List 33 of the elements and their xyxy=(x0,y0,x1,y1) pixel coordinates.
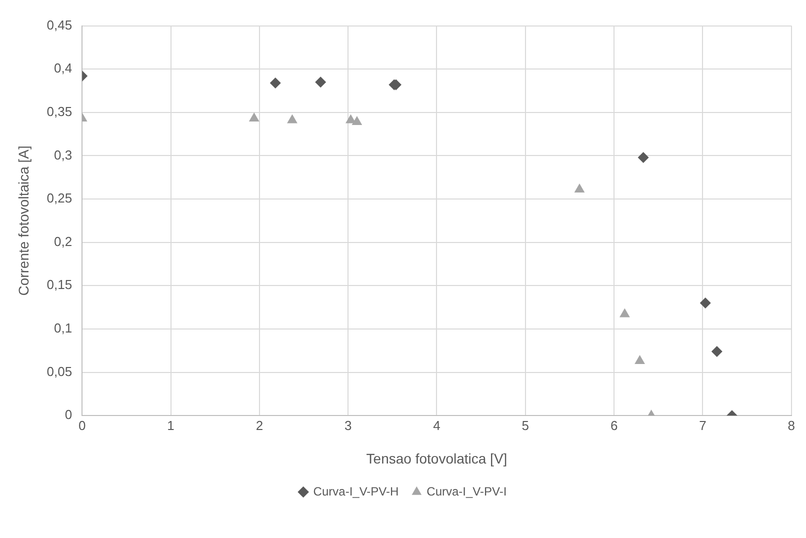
y-tick-label: 0,25 xyxy=(46,190,72,206)
point xyxy=(574,184,585,193)
point xyxy=(270,77,281,88)
y-tick-label: 0,2 xyxy=(54,234,72,249)
legend-label: Curva-I_V-PV-I xyxy=(426,484,507,498)
y-axis-title: Corrente fotovoltaica [A] xyxy=(15,146,32,296)
y-tick-label: 0,3 xyxy=(54,147,72,162)
point xyxy=(287,114,298,124)
x-tick-label: 1 xyxy=(167,418,174,433)
x-tick-label: 4 xyxy=(433,418,440,433)
x-axis-title: Tensao fotovolatica [V] xyxy=(366,450,508,466)
point xyxy=(352,116,362,125)
x-tick-label: 7 xyxy=(699,418,706,433)
x-tick-label: 0 xyxy=(78,418,86,433)
x-tick-label: 2 xyxy=(256,418,264,433)
point xyxy=(638,152,649,163)
point xyxy=(620,308,630,318)
point xyxy=(634,355,645,364)
x-tick-label: 3 xyxy=(344,418,352,433)
x-tick-label: 8 xyxy=(788,418,795,433)
point xyxy=(700,297,711,308)
y-tick-label: 0,1 xyxy=(54,320,72,336)
point xyxy=(248,112,260,122)
y-tick-label: 0,05 xyxy=(46,364,72,379)
y-tick-label: 0 xyxy=(64,407,72,422)
point xyxy=(315,76,326,88)
y-tick-label: 0,35 xyxy=(46,104,72,119)
x-tick-label: 6 xyxy=(610,418,618,433)
x-tick-label: 5 xyxy=(522,418,530,433)
y-tick-label: 0,45 xyxy=(46,17,72,32)
legend-label: Curva-I_V-PV-H xyxy=(313,484,399,498)
y-tick-label: 0,4 xyxy=(54,60,72,76)
y-tick-label: 0,15 xyxy=(46,277,72,292)
